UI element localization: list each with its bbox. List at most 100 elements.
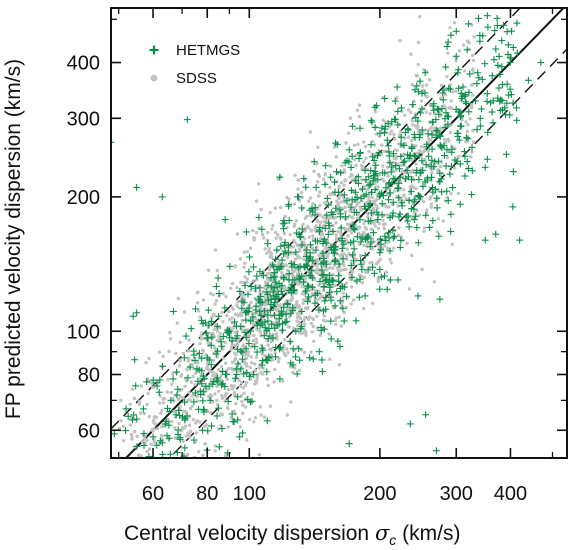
hetmgs-point	[494, 61, 502, 69]
sdss-point	[150, 427, 154, 432]
sdss-point	[418, 149, 422, 153]
sdss-point	[294, 219, 299, 223]
sdss-point	[267, 246, 271, 251]
sdss-point	[349, 172, 354, 177]
hetmgs-point	[314, 237, 321, 245]
hetmgs-point	[156, 376, 164, 384]
sdss-point	[261, 290, 265, 294]
legend-plus	[149, 45, 159, 55]
hetmgs-point	[267, 283, 275, 291]
sdss-point	[471, 68, 475, 72]
hetmgs-point	[386, 159, 394, 167]
hetmgs-point	[322, 239, 330, 247]
sdss-point	[142, 437, 147, 441]
sdss-point	[372, 202, 377, 206]
hetmgs-point	[143, 378, 151, 386]
sdss-point	[464, 120, 468, 124]
sdss-point	[393, 189, 397, 193]
hetmgs-point	[207, 361, 215, 368]
hetmgs-point	[327, 317, 335, 325]
sdss-point	[382, 149, 387, 153]
sdss-point	[360, 178, 364, 182]
hetmgs-point	[278, 256, 286, 264]
sdss-point	[172, 409, 176, 414]
sdss-point	[445, 155, 449, 160]
sdss-point	[256, 372, 260, 377]
sdss-point	[173, 426, 177, 430]
hetmgs-point	[186, 363, 194, 371]
hetmgs-point	[446, 170, 454, 178]
hetmgs-point	[476, 115, 484, 122]
sdss-point	[357, 212, 361, 216]
hetmgs-point	[435, 157, 442, 165]
sdss-point	[170, 372, 175, 376]
hetmgs-point	[448, 162, 455, 170]
sdss-point	[268, 210, 272, 215]
sdss-point	[152, 421, 156, 425]
sdss-point	[233, 264, 237, 269]
x-tick-label: 60	[142, 483, 164, 505]
sdss-point	[190, 362, 194, 367]
sdss-point	[388, 132, 392, 136]
sdss-point	[328, 357, 332, 361]
hetmgs-point	[234, 360, 242, 368]
hetmgs-point	[122, 427, 130, 434]
sdss-point	[293, 366, 297, 370]
hetmgs-point	[418, 126, 426, 134]
x-tick-label: 80	[196, 483, 218, 505]
sdss-point	[238, 257, 243, 261]
hetmgs-point	[371, 168, 379, 175]
sdss-point	[309, 350, 313, 354]
hetmgs-point	[278, 282, 286, 290]
sdss-point	[227, 309, 231, 314]
sdss-point	[242, 265, 246, 269]
hetmgs-point	[198, 316, 205, 324]
hetmgs-point	[145, 453, 153, 458]
sdss-point	[235, 232, 240, 236]
sdss-point	[181, 351, 185, 356]
sdss-point	[372, 143, 377, 147]
sdss-point	[262, 236, 266, 240]
hetmgs-point	[411, 131, 418, 138]
sdss-point	[191, 374, 195, 378]
sdss-point	[345, 254, 349, 258]
hetmgs-point	[367, 209, 375, 217]
sdss-point	[266, 343, 270, 347]
hetmgs-point	[392, 116, 399, 124]
hetmgs-point	[421, 69, 429, 77]
hetmgs-point	[371, 103, 379, 111]
hetmgs-point	[251, 343, 259, 351]
sdss-point	[325, 268, 329, 272]
hetmgs-point	[412, 114, 420, 122]
hetmgs-point	[352, 317, 360, 325]
sdss-point	[254, 278, 259, 282]
hetmgs-point	[318, 356, 326, 364]
sdss-point	[291, 326, 296, 330]
y-tick-label: 60	[78, 420, 100, 442]
hetmgs-point	[250, 263, 257, 271]
hetmgs-point	[428, 145, 436, 153]
hetmgs-point	[503, 28, 511, 36]
hetmgs-point	[462, 98, 470, 106]
hetmgs-point	[218, 425, 226, 432]
sdss-point	[178, 340, 182, 344]
sdss-point	[389, 129, 394, 133]
hetmgs-point	[194, 507, 201, 514]
hetmgs-point	[167, 450, 174, 458]
sdss-point	[209, 377, 213, 381]
sdss-point	[198, 377, 202, 381]
hetmgs-point	[132, 466, 139, 473]
sdss-point	[369, 227, 374, 231]
sdss-point	[429, 202, 434, 206]
hetmgs-point	[433, 126, 440, 134]
hetmgs-point	[392, 162, 400, 169]
hetmgs-point	[455, 136, 463, 144]
sdss-point	[217, 389, 221, 393]
hetmgs-point	[264, 317, 272, 325]
hetmgs-point	[343, 197, 351, 205]
sdss-point	[180, 460, 183, 463]
sdss-point	[180, 373, 184, 377]
sdss-point	[122, 516, 125, 519]
sdss-point	[311, 202, 315, 206]
hetmgs-point	[320, 271, 328, 278]
